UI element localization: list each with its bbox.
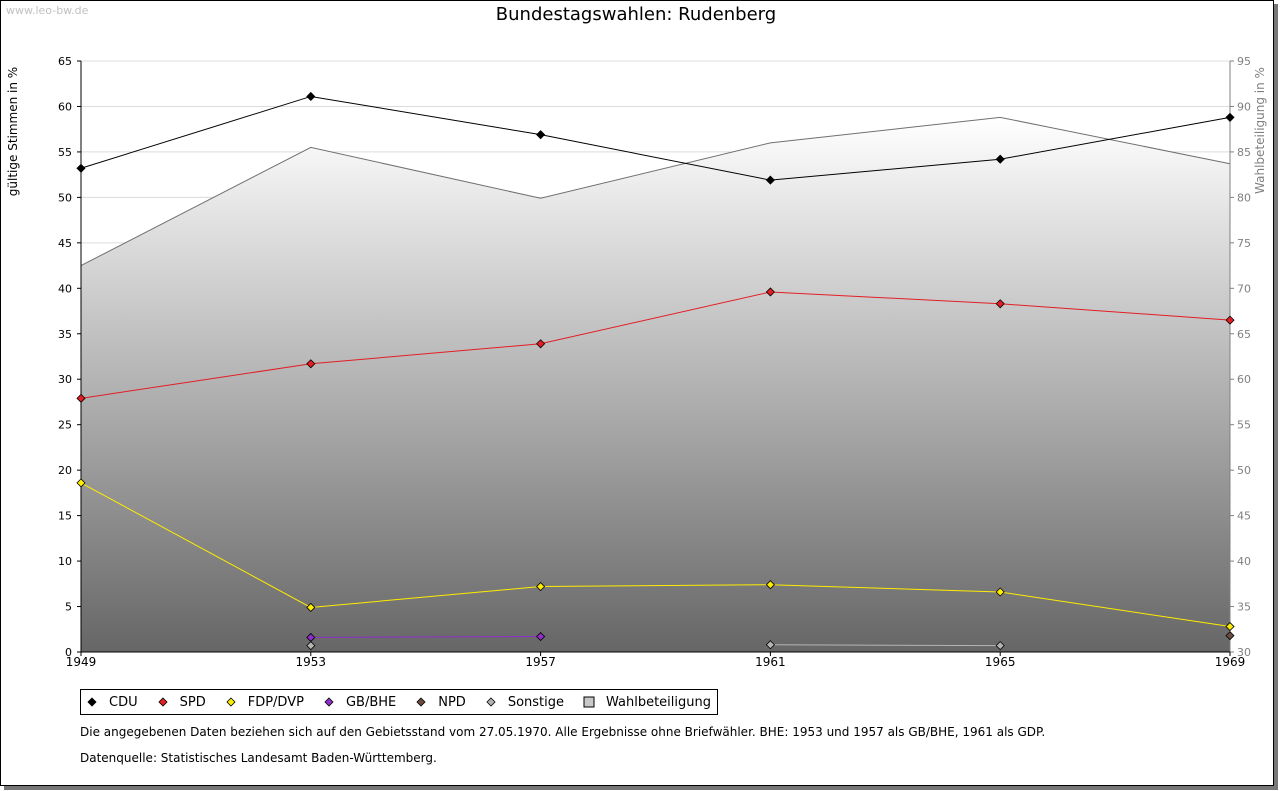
legend-label-npd: NPD xyxy=(438,694,466,710)
y-tick-label: 10 xyxy=(58,555,72,568)
marker-sonstige-1965 xyxy=(995,641,1005,651)
marker-fdp-dvp-1961 xyxy=(765,580,775,590)
y-tick-label: 25 xyxy=(58,419,72,432)
chart-title: Bundestagswahlen: Rudenberg xyxy=(495,4,777,25)
y2-tick-label: 80 xyxy=(1237,191,1251,204)
axis-layer: 0 5 10 15 20 25 30 35 40 45 50 55 60 65 30 35 40 45 50 55 60… xyxy=(6,55,1267,669)
y2-tick-label: 95 xyxy=(1237,55,1251,68)
legend-item-npd: NPD xyxy=(414,695,466,710)
data-source: Datenquelle: Statistisches Landesamt Bad… xyxy=(80,751,437,765)
legend-label-cdu: CDU xyxy=(109,694,138,710)
marker-cdu-1965 xyxy=(995,154,1005,164)
legend-symbol-npd xyxy=(416,697,426,707)
y-tick-label: 15 xyxy=(58,510,72,523)
legend-item-fdp-dvp: FDP/DVP xyxy=(224,695,304,710)
marker-cdu-1961 xyxy=(765,175,775,185)
legend-label-gb-bhe: GB/BHE xyxy=(345,694,397,710)
chart-svg: 0 5 10 15 20 25 30 35 40 45 50 55 60 65 30 35 40 45 50 55 60… xyxy=(6,55,1267,669)
line-fdp-dvp xyxy=(80,482,1231,628)
legend-symbol-cdu xyxy=(87,697,97,707)
y2-tick-label: 70 xyxy=(1237,282,1251,295)
x-tick-label: 1957 xyxy=(525,655,556,669)
x-tick-label: 1949 xyxy=(66,655,97,669)
x-tick-label: 1969 xyxy=(1215,655,1246,669)
legend-item-cdu: CDU xyxy=(85,695,138,710)
line-cdu xyxy=(80,95,1231,181)
y2-tick-label: 55 xyxy=(1237,419,1251,432)
turnout-area-layer xyxy=(80,116,1231,652)
y-tick-label: 30 xyxy=(58,373,72,386)
line-sonstige xyxy=(770,644,1001,647)
marker-spd-1961 xyxy=(765,287,775,297)
legend-symbol-wahlbeteiligung xyxy=(583,696,595,708)
y2-tick-label: 40 xyxy=(1237,555,1251,568)
marker-spd-1965 xyxy=(995,299,1005,309)
legend-label-fdp-dvp: FDP/DVP xyxy=(247,694,304,710)
marker-sonstige-1953 xyxy=(306,641,316,651)
turnout-line xyxy=(80,116,1231,267)
marker-spd-1969 xyxy=(1225,315,1235,325)
y2-tick-label: 50 xyxy=(1237,464,1251,477)
footnote-area: Die angegebenen Daten beziehen sich auf … xyxy=(80,725,1046,739)
marker-fdp-dvp-1949 xyxy=(76,478,86,488)
line-gb-bhe xyxy=(310,636,541,638)
x-tick-label: 1961 xyxy=(755,655,786,669)
y2-tick-label: 35 xyxy=(1237,601,1251,614)
y2-tick-label: 90 xyxy=(1237,100,1251,113)
y-tick-label: 65 xyxy=(58,55,72,68)
marker-spd-1949 xyxy=(76,393,86,403)
legend-symbol-sonstige xyxy=(486,697,496,707)
marker-gb-bhe-1957 xyxy=(536,631,546,642)
marker-cdu-1969 xyxy=(1225,112,1235,122)
y2-tick-label: 75 xyxy=(1237,237,1251,250)
marker-spd-1957 xyxy=(536,339,546,349)
y2-tick-label: 65 xyxy=(1237,328,1251,341)
legend-item-spd: SPD xyxy=(156,695,206,710)
legend-label-wahlbeteiligung: Wahlbeteiligung xyxy=(606,694,712,710)
y2-tick-label: 30 xyxy=(1237,646,1251,659)
marker-fdp-dvp-1965 xyxy=(995,587,1005,597)
marker-cdu-1949 xyxy=(76,163,86,173)
marker-cdu-1953 xyxy=(306,91,316,102)
legend-symbol-spd xyxy=(158,697,168,707)
marker-fdp-dvp-1957 xyxy=(536,581,546,592)
legend-item-sonstige: Sonstige xyxy=(484,695,564,710)
legend-symbol-gb-bhe xyxy=(324,697,334,707)
watermark: www.leo-bw.de xyxy=(6,4,89,17)
line-spd xyxy=(80,291,1231,399)
marker-cdu-1957 xyxy=(536,130,546,140)
y2-axis-title: Wahlbeteiligung in % xyxy=(1253,67,1267,194)
y2-tick-label: 60 xyxy=(1237,373,1251,386)
x-tick-label: 1965 xyxy=(985,655,1016,669)
marker-sonstige-1961 xyxy=(765,640,775,650)
y-tick-label: 20 xyxy=(58,464,72,477)
y2-tick-label: 85 xyxy=(1237,146,1251,159)
y-axis-title: gültige Stimmen in % xyxy=(6,67,20,196)
legend-label-sonstige: Sonstige xyxy=(507,694,564,710)
y-tick-label: 40 xyxy=(58,282,72,295)
y-tick-label: 45 xyxy=(58,237,72,250)
marker-layer xyxy=(76,91,1235,651)
y-tick-label: 5 xyxy=(65,601,72,614)
legend-symbol-fdp-dvp xyxy=(226,697,236,707)
y-tick-label: 35 xyxy=(58,328,72,341)
y-tick-label: 55 xyxy=(58,146,72,159)
marker-fdp-dvp-1969 xyxy=(1225,621,1235,632)
marker-fdp-dvp-1953 xyxy=(306,602,316,613)
y2-tick-label: 45 xyxy=(1237,510,1251,523)
turnout-area xyxy=(81,117,1230,652)
legend-item-wahlbeteiligung: Wahlbeteiligung xyxy=(582,695,711,710)
x-tick-label: 1953 xyxy=(296,655,327,669)
marker-npd-1969 xyxy=(1225,631,1235,641)
y-tick-label: 60 xyxy=(58,100,72,113)
y-tick-label: 50 xyxy=(58,191,72,204)
legend-label-spd: SPD xyxy=(179,694,206,710)
legend-item-gb-bhe: GB/BHE xyxy=(322,695,396,710)
legend: CDU SPD FDP/DVP GB/BHE NPD Sonstige Wahlbeteil… xyxy=(80,689,719,715)
y-tick-label: 0 xyxy=(65,646,72,659)
marker-spd-1953 xyxy=(306,359,316,369)
series-layer xyxy=(80,95,1231,647)
